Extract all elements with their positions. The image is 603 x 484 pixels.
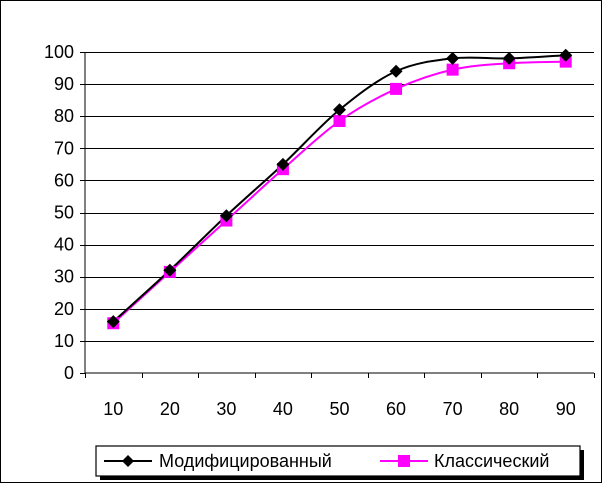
y-tick-label: 20	[54, 299, 74, 319]
series-markers	[106, 48, 573, 330]
y-tick-label: 40	[54, 235, 74, 255]
legend-box	[95, 445, 581, 477]
y-tick-label: 0	[64, 363, 74, 383]
data-point-classic	[333, 115, 346, 128]
y-tick-label: 10	[54, 331, 74, 351]
plot-area	[85, 52, 594, 373]
legend: Модифицированный Классический	[95, 445, 584, 480]
data-point-modified	[502, 51, 516, 65]
y-axis-ticks: 0 10 20 30 40 50 60 70 80 90 100	[44, 42, 85, 383]
data-point-modified	[559, 48, 573, 62]
x-tick-label: 60	[386, 399, 406, 419]
legend-label-classic: Классический	[434, 451, 549, 471]
y-tick-label: 60	[54, 170, 74, 190]
x-tick-label: 90	[556, 399, 576, 419]
data-point-modified	[389, 64, 403, 78]
x-tick-label: 40	[273, 399, 293, 419]
x-tick-label: 30	[216, 399, 236, 419]
gridlines	[85, 52, 594, 342]
x-tick-label: 50	[329, 399, 349, 419]
y-tick-label: 100	[44, 42, 74, 62]
data-point-modified	[106, 315, 120, 329]
legend-item-modified: Модифицированный	[104, 451, 332, 471]
y-tick-label: 30	[54, 267, 74, 287]
y-tick-label: 50	[54, 203, 74, 223]
data-point-modified	[446, 51, 460, 65]
legend-item-classic: Классический	[380, 451, 549, 471]
axes	[84, 52, 594, 374]
legend-label-modified: Модифицированный	[159, 451, 332, 471]
data-point-modified	[219, 209, 233, 223]
x-tick-label: 80	[499, 399, 519, 419]
data-point-modified	[163, 263, 177, 277]
y-tick-label: 80	[54, 106, 74, 126]
data-point-classic	[446, 63, 459, 76]
data-point-modified	[333, 103, 346, 117]
legend-marker-diamond-icon	[122, 455, 134, 467]
x-tick-label: 20	[160, 399, 180, 419]
data-point-modified	[276, 157, 290, 171]
y-tick-label: 70	[54, 138, 74, 158]
x-tick-label: 10	[103, 399, 123, 419]
legend-marker-square-icon	[398, 455, 410, 467]
y-tick-label: 90	[54, 74, 74, 94]
data-point-classic	[390, 82, 403, 95]
x-tick-label: 70	[443, 399, 463, 419]
x-axis-ticks: 10 20 30 40 50 60 70 80 90	[85, 373, 595, 419]
